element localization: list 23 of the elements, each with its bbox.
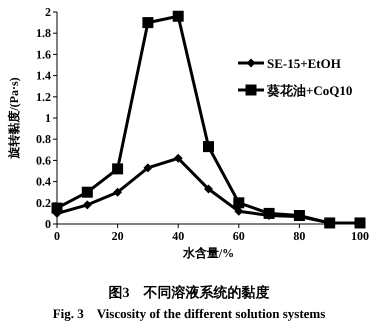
y-tick-label: 1.8: [36, 26, 51, 40]
legend-label: SE-15+EtOH: [267, 56, 341, 71]
y-tick-label: 0.8: [36, 132, 51, 146]
caption: Fig. 3 Viscosity of the different solution systems: [52, 306, 326, 321]
y-axis-title: 旋转黏度/(Pa·s): [7, 77, 21, 160]
y-tick-label: 2: [45, 5, 51, 19]
y-tick-label: 1.4: [36, 68, 51, 83]
y-tick-label: 1.6: [36, 47, 51, 62]
x-tick-label: 40: [172, 229, 184, 243]
x-tick-label: 60: [232, 229, 245, 243]
x-tick-label: 80: [293, 229, 306, 243]
x-tick-label: 0: [54, 229, 60, 243]
y-tick-label: 1.2: [36, 90, 51, 104]
caption: 图3 不同溶液系统的黏度: [108, 284, 270, 301]
y-tick-label: 0.4: [36, 174, 51, 189]
x-tick-label: 20: [112, 229, 124, 243]
x-axis-title: 水含量/%: [182, 246, 234, 260]
y-tick-label: 1: [45, 111, 51, 125]
y-tick-label: 0.2: [36, 196, 51, 210]
y-tick-label: 0.6: [36, 153, 51, 168]
x-tick-label: 100: [351, 229, 369, 243]
legend-label: 葵花油+CoQ10: [266, 83, 352, 98]
y-tick-label: 0: [45, 217, 51, 231]
